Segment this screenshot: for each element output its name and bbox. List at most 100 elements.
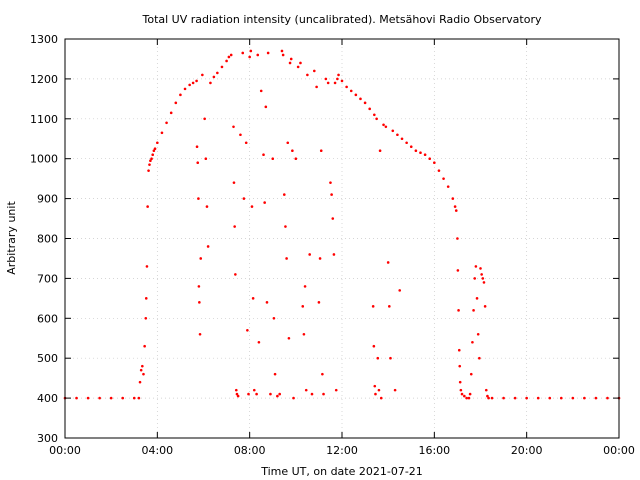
data-point: [317, 301, 321, 304]
data-point: [150, 157, 153, 160]
data-point: [460, 392, 464, 396]
data-point: [419, 151, 422, 155]
data-point: [502, 396, 505, 400]
data-point: [147, 169, 150, 172]
data-point: [296, 65, 300, 69]
data-point: [148, 163, 151, 166]
data-point: [191, 81, 195, 85]
data-point: [149, 159, 152, 162]
data-point: [276, 394, 279, 398]
data-point: [272, 317, 276, 320]
data-point: [331, 217, 335, 220]
data-point: [389, 356, 392, 360]
data-point: [458, 364, 462, 368]
data-point: [284, 225, 287, 228]
data-point: [400, 137, 404, 141]
y-tick-label: 300: [37, 432, 58, 445]
data-point: [244, 141, 248, 145]
data-point: [248, 55, 251, 59]
data-point: [391, 129, 395, 133]
data-point: [249, 49, 253, 53]
data-point: [324, 77, 328, 81]
data-point: [265, 301, 269, 304]
data-point: [302, 332, 306, 336]
data-point: [195, 145, 199, 149]
data-point: [160, 131, 164, 135]
data-point: [326, 81, 330, 85]
data-point: [571, 396, 575, 400]
data-point: [198, 301, 201, 304]
data-point: [156, 141, 159, 145]
data-point: [536, 396, 540, 400]
data-point: [321, 372, 324, 376]
data-point: [232, 125, 235, 129]
data-point: [250, 205, 254, 208]
data-point: [227, 55, 231, 59]
data-point: [75, 396, 78, 400]
data-point: [376, 356, 380, 360]
data-point: [373, 113, 376, 117]
data-point: [263, 201, 266, 204]
x-tick-label: 20:00: [511, 444, 543, 457]
data-point: [183, 87, 187, 91]
data-point: [212, 75, 216, 79]
data-point: [451, 197, 455, 200]
data-point: [273, 372, 277, 376]
data-point: [165, 121, 168, 125]
data-point: [486, 394, 489, 398]
data-point: [259, 89, 263, 93]
data-point: [345, 85, 348, 89]
data-point: [336, 77, 339, 81]
data-point: [428, 157, 432, 160]
data-point: [359, 97, 362, 101]
data-point: [379, 396, 383, 400]
y-axis-label: Arbitrary unit: [5, 201, 18, 275]
data-point: [368, 107, 372, 111]
data-point: [340, 79, 344, 83]
y-tick-label: 1200: [30, 73, 58, 86]
data-point: [151, 153, 155, 157]
data-point: [337, 73, 340, 77]
x-tick-label: 08:00: [234, 444, 266, 457]
data-point: [198, 332, 202, 336]
data-point: [363, 101, 367, 105]
data-point: [142, 372, 145, 376]
y-axis: 300 400 500 600 700 800 900 1000 1100 1200 1300: [30, 33, 619, 445]
y-tick-label: 600: [37, 312, 58, 325]
x-tick-label: 00:00: [603, 444, 635, 457]
grid: [65, 39, 619, 438]
data-point: [371, 305, 375, 308]
data-point: [262, 153, 265, 157]
data-point: [291, 149, 294, 153]
data-point: [203, 117, 206, 121]
data-point: [478, 356, 481, 360]
data-point: [239, 133, 242, 137]
data-point: [483, 305, 487, 308]
data-point: [306, 73, 309, 77]
data-point: [146, 205, 149, 208]
data-point: [251, 297, 255, 300]
data-point: [271, 157, 275, 160]
data-point: [472, 309, 475, 312]
data-point: [456, 269, 460, 272]
data-point: [484, 388, 488, 392]
y-tick-label: 400: [37, 392, 58, 405]
data-point: [481, 277, 485, 280]
data-point: [469, 372, 473, 376]
data-point: [456, 237, 459, 240]
data-point: [197, 197, 200, 200]
data-point: [282, 193, 286, 196]
data-point: [196, 161, 200, 164]
data-point: [310, 392, 314, 396]
data-point: [242, 197, 246, 200]
data-point: [480, 273, 483, 276]
data-point: [195, 79, 198, 83]
data-point: [479, 267, 482, 270]
data-point: [322, 392, 325, 396]
data-point: [141, 364, 144, 368]
data-point: [388, 305, 391, 308]
data-point: [304, 388, 308, 392]
data-point: [153, 147, 157, 151]
data-point: [201, 73, 204, 77]
data-point: [396, 133, 399, 137]
